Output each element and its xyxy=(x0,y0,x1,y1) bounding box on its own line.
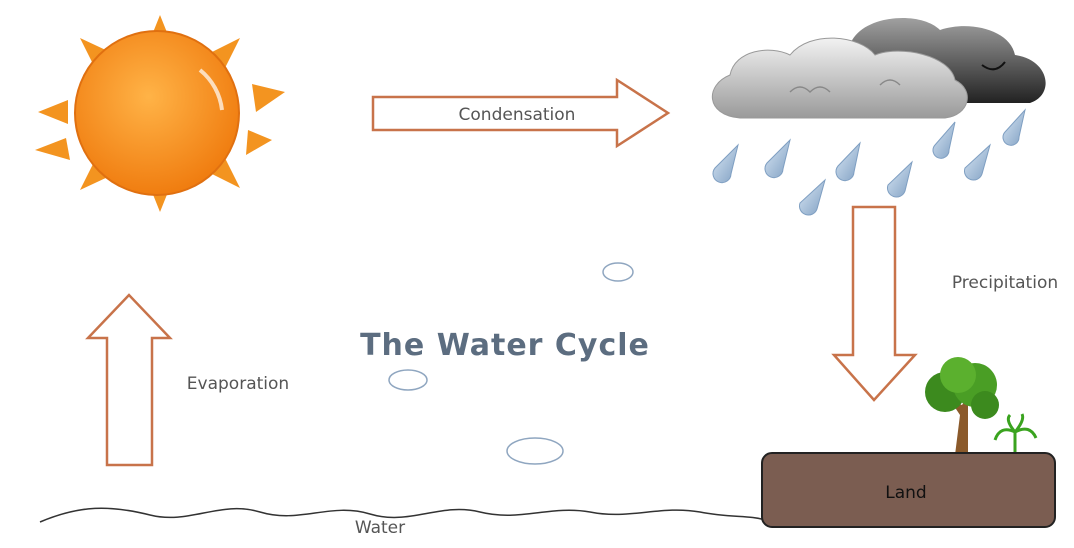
evaporation-label: Evaporation xyxy=(187,374,289,394)
sun xyxy=(35,15,285,212)
water-cycle-diagram: Condensation Precipitation Evaporation T… xyxy=(0,0,1074,548)
water-label: Water xyxy=(355,518,405,538)
vapor-bubbles xyxy=(389,263,633,464)
land-label: Land xyxy=(885,483,926,503)
evaporation-arrow xyxy=(88,295,170,465)
tree xyxy=(925,357,999,455)
diagram-title: The Water Cycle xyxy=(360,328,650,363)
condensation-label: Condensation xyxy=(459,105,576,125)
precipitation-arrow xyxy=(834,207,915,400)
raindrops xyxy=(713,110,1025,215)
plant xyxy=(995,414,1036,452)
precipitation-label: Precipitation xyxy=(952,273,1058,293)
cloud xyxy=(712,18,1045,118)
